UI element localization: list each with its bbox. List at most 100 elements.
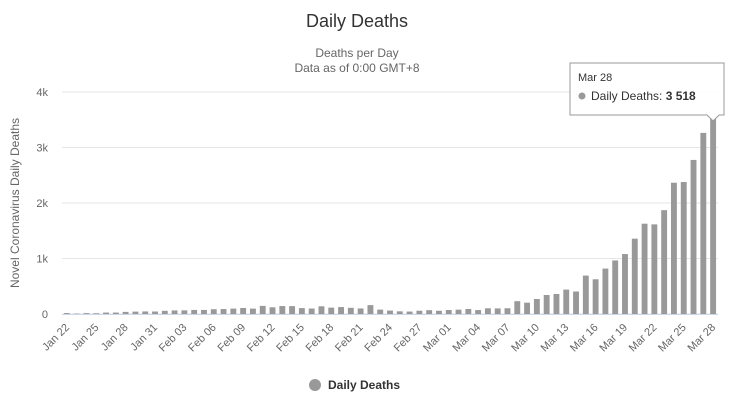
bar [582, 275, 589, 314]
bar [475, 310, 482, 314]
bar [308, 308, 315, 314]
chart-subtitle: Deaths per Day [315, 46, 398, 60]
bar [573, 291, 579, 314]
bar [484, 308, 491, 314]
legend-label: Daily Deaths [328, 378, 400, 392]
bar [318, 306, 325, 314]
x-tick-label: Mar 04 [451, 322, 484, 355]
chart-subtitle: Data as of 0:00 GMT+8 [294, 61, 419, 75]
x-tick-label: Jan 28 [99, 322, 131, 354]
bar [563, 289, 570, 314]
x-tick-label: Mar 28 [686, 322, 719, 355]
bar [387, 310, 393, 314]
x-tick-label: Feb 15 [274, 322, 307, 355]
chart-title: Daily Deaths [306, 11, 408, 31]
bar [436, 310, 442, 314]
bar [592, 279, 599, 314]
bar [142, 311, 149, 314]
x-tick-label: Feb 18 [304, 322, 337, 355]
bar [152, 311, 158, 314]
bar [181, 310, 188, 314]
tooltip: Mar 28 Daily Deaths: 3 518 [569, 62, 725, 122]
bar [210, 309, 217, 314]
x-tick-label: Jan 25 [70, 322, 102, 354]
x-tick-label: Jan 22 [40, 322, 72, 354]
bar [191, 309, 198, 314]
bar [455, 309, 462, 314]
bar [494, 308, 501, 314]
bar [347, 307, 354, 314]
bar [269, 307, 276, 314]
tooltip-box [569, 62, 725, 122]
x-tick-label: Feb 24 [362, 322, 395, 355]
bar [406, 311, 413, 314]
bar [445, 310, 452, 314]
bar [328, 307, 335, 314]
bar [641, 223, 648, 314]
x-tick-label: Feb 06 [186, 322, 219, 355]
bar [112, 312, 119, 314]
x-tick-label: Feb 03 [157, 322, 190, 355]
bar [259, 305, 266, 314]
tooltip-sep: : [659, 89, 666, 103]
bar [171, 310, 178, 314]
bar [161, 310, 168, 314]
x-tick-label: Jan 31 [128, 322, 160, 354]
bar [465, 309, 472, 314]
x-tick-label: Feb 12 [245, 322, 278, 355]
legend-marker [309, 379, 321, 391]
bar [416, 310, 423, 314]
bar [651, 224, 658, 314]
x-tick-label: Mar 25 [656, 322, 689, 355]
bar [612, 260, 619, 314]
bar [602, 268, 609, 314]
bar [83, 313, 90, 314]
bar [690, 159, 697, 314]
x-tick-label: Mar 22 [627, 322, 660, 355]
bar [220, 309, 227, 314]
bar [543, 295, 550, 314]
bar [622, 254, 628, 314]
x-tick-label: Mar 07 [480, 322, 513, 355]
y-tick-label: 1k [36, 254, 48, 266]
y-tick-label: 0 [42, 309, 48, 321]
bar [240, 308, 247, 314]
bar [249, 308, 256, 314]
bar [396, 311, 403, 314]
tooltip-header: Mar 28 [578, 72, 612, 84]
bar [661, 210, 668, 314]
bar [122, 311, 129, 314]
tooltip-marker [578, 92, 586, 100]
x-tick-label: Mar 19 [597, 322, 630, 355]
x-tick-label: Feb 09 [216, 322, 249, 355]
bar [289, 306, 296, 314]
bar [377, 309, 384, 314]
bar [338, 307, 344, 314]
tooltip-value: 3 518 [666, 89, 696, 103]
bar [671, 182, 677, 314]
bar [504, 308, 511, 314]
bar [367, 305, 374, 314]
bar [132, 311, 139, 314]
bar [93, 313, 100, 314]
y-tick-label: 3k [36, 143, 48, 155]
x-tick-label: Feb 27 [392, 322, 425, 355]
x-tick-label: Mar 13 [539, 322, 572, 355]
bar [63, 313, 70, 314]
bar [631, 238, 638, 314]
tooltip-text: Daily Deaths: 3 518 [591, 89, 696, 103]
bar [357, 308, 364, 314]
y-tick-label: 4k [36, 87, 48, 99]
x-tick-label: Mar 10 [509, 322, 542, 355]
bar [533, 299, 540, 314]
bar [710, 118, 717, 314]
bar [230, 308, 237, 314]
bar [279, 306, 286, 314]
bar [298, 308, 305, 314]
y-tick-label: 2k [36, 198, 48, 210]
x-tick-label: Mar 01 [421, 322, 454, 355]
bar [524, 302, 531, 314]
x-tick-label: Feb 21 [333, 322, 366, 355]
bar [103, 312, 109, 314]
